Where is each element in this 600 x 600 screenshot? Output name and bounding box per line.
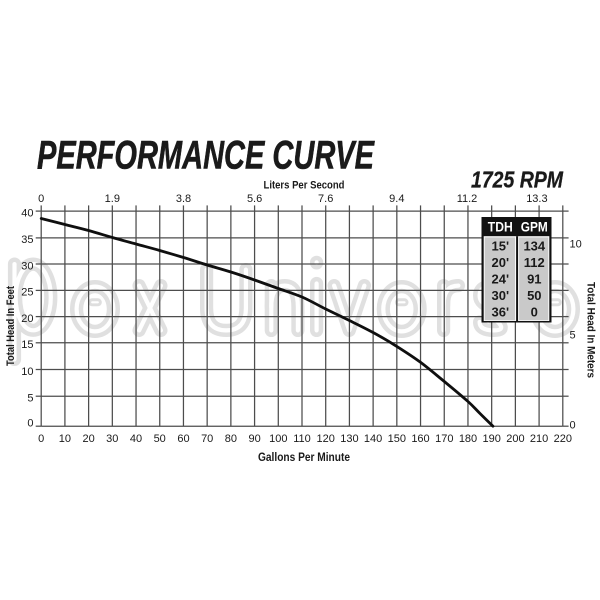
svg-text:5: 5: [27, 393, 33, 405]
svg-text:TDH: TDH: [488, 219, 513, 235]
svg-text:220: 220: [554, 433, 572, 445]
svg-text:80: 80: [225, 433, 237, 445]
svg-text:50: 50: [527, 288, 541, 303]
svg-text:91: 91: [527, 272, 541, 287]
svg-text:11.2: 11.2: [457, 193, 478, 205]
svg-text:0: 0: [38, 193, 44, 205]
svg-text:10: 10: [59, 433, 71, 445]
svg-text:70: 70: [201, 433, 213, 445]
svg-text:1725 RPM: 1725 RPM: [471, 167, 563, 193]
svg-text:10: 10: [21, 366, 33, 378]
svg-text:30: 30: [21, 260, 33, 272]
svg-text:134: 134: [523, 238, 545, 253]
svg-text:30': 30': [492, 288, 510, 303]
svg-text:210: 210: [530, 433, 548, 445]
svg-text:15': 15': [492, 238, 510, 253]
svg-text:112: 112: [524, 255, 545, 270]
svg-text:35: 35: [21, 234, 33, 246]
svg-text:30: 30: [106, 433, 118, 445]
svg-text:60: 60: [177, 433, 189, 445]
svg-text:GPM: GPM: [521, 219, 548, 235]
svg-text:120: 120: [317, 433, 335, 445]
svg-text:5: 5: [570, 330, 576, 342]
svg-text:25: 25: [21, 287, 33, 299]
svg-text:15: 15: [21, 339, 33, 351]
svg-text:9.4: 9.4: [389, 193, 404, 205]
svg-text:3.8: 3.8: [176, 193, 191, 205]
svg-text:180: 180: [459, 433, 477, 445]
svg-text:24': 24': [492, 272, 510, 287]
svg-text:0: 0: [27, 418, 33, 430]
svg-text:20: 20: [82, 433, 94, 445]
svg-text:20: 20: [21, 313, 33, 325]
svg-text:40: 40: [21, 207, 33, 219]
svg-text:90: 90: [248, 433, 260, 445]
svg-text:36': 36': [492, 305, 510, 320]
svg-text:1.9: 1.9: [105, 193, 120, 205]
svg-text:5.6: 5.6: [247, 193, 262, 205]
svg-text:140: 140: [364, 433, 382, 445]
svg-text:110: 110: [293, 433, 311, 445]
svg-text:20': 20': [492, 255, 510, 270]
svg-text:Liters Per Second: Liters Per Second: [264, 180, 345, 192]
svg-text:190: 190: [483, 433, 501, 445]
svg-text:130: 130: [340, 433, 358, 445]
svg-text:170: 170: [435, 433, 453, 445]
svg-text:Gallons Per Minute: Gallons Per Minute: [258, 452, 350, 464]
svg-text:0: 0: [38, 433, 44, 445]
svg-text:50: 50: [154, 433, 166, 445]
svg-text:150: 150: [388, 433, 406, 445]
svg-text:40: 40: [130, 433, 142, 445]
svg-text:0: 0: [531, 305, 538, 320]
svg-text:0: 0: [570, 420, 576, 432]
svg-text:Total Head In Feet: Total Head In Feet: [5, 286, 17, 366]
svg-text:160: 160: [411, 433, 429, 445]
svg-text:7.6: 7.6: [318, 193, 333, 205]
svg-text:100: 100: [269, 433, 287, 445]
svg-text:13.3: 13.3: [526, 193, 547, 205]
svg-text:Total Head In Meters: Total Head In Meters: [585, 282, 597, 378]
svg-text:10: 10: [570, 239, 582, 251]
svg-text:200: 200: [506, 433, 524, 445]
svg-text:PERFORMANCE CURVE: PERFORMANCE CURVE: [37, 134, 375, 178]
